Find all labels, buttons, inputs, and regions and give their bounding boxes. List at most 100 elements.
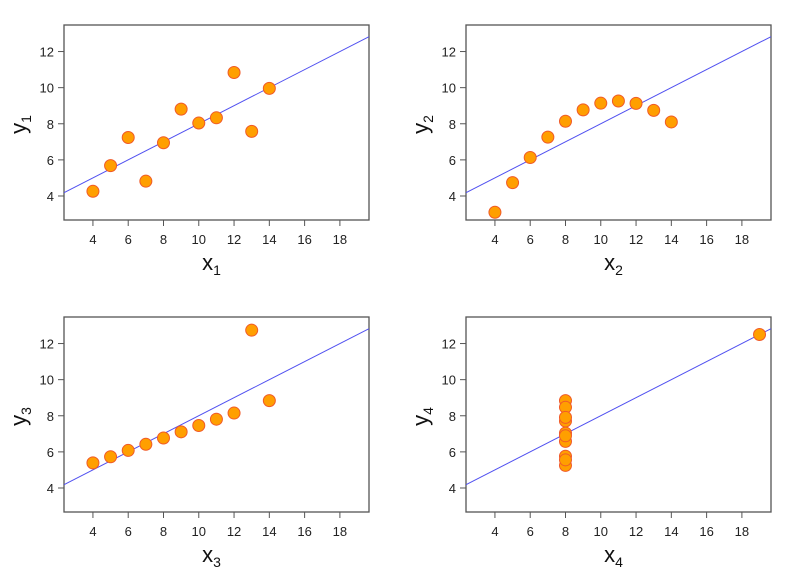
x-axis-label: x1 — [202, 250, 221, 278]
y-tick-label: 6 — [449, 153, 456, 168]
data-point — [558, 114, 572, 128]
y-axis-label: y1 — [6, 115, 34, 134]
y-tick-label: 8 — [47, 117, 54, 132]
y-tick-label: 6 — [47, 445, 54, 460]
x-axis-subscript: 4 — [615, 554, 623, 570]
data-point — [192, 419, 206, 433]
data-point — [192, 116, 206, 130]
plot-frame — [465, 316, 772, 513]
x-tick-label: 18 — [333, 524, 347, 539]
x-axis-label: x4 — [604, 542, 623, 570]
data-point — [139, 174, 153, 188]
x-tick-label: 8 — [160, 232, 167, 247]
data-point — [541, 130, 555, 144]
regression-line — [465, 328, 772, 486]
x-axis-subscript: 1 — [213, 262, 221, 278]
y-tick-label: 8 — [449, 409, 456, 424]
x-tick-label: 10 — [594, 232, 608, 247]
data-point — [121, 130, 135, 144]
x-tick-label: 10 — [192, 524, 206, 539]
data-point — [594, 96, 608, 110]
x-tick-label: 6 — [125, 232, 132, 247]
data-point — [174, 102, 188, 116]
panel-3: 4 6 8 10 12 14 16 18 4 6 8 10 12 x3 y3 — [6, 316, 370, 570]
x-tick-label: 10 — [594, 524, 608, 539]
x-tick-label: 4 — [491, 524, 498, 539]
x-axis-subscript: 3 — [213, 554, 221, 570]
x-tick-label: 16 — [297, 232, 311, 247]
x-tick-label: 8 — [562, 524, 569, 539]
x-tick-label: 12 — [629, 232, 643, 247]
data-point — [227, 406, 241, 420]
y-tick-label: 10 — [40, 81, 54, 96]
y-axis-subscript: 2 — [420, 115, 436, 123]
y-axis-label: y4 — [408, 407, 436, 426]
y-tick-label: 4 — [449, 189, 456, 204]
y-tick-label: 12 — [442, 45, 456, 60]
data-point — [262, 394, 276, 408]
x-tick-label: 14 — [664, 232, 678, 247]
data-point — [209, 412, 223, 426]
y-tick-label: 4 — [47, 481, 54, 496]
x-tick-label: 16 — [297, 524, 311, 539]
x-axis-label: x2 — [604, 250, 623, 278]
data-point — [245, 124, 259, 138]
data-point — [629, 96, 643, 110]
y-tick-label: 4 — [449, 481, 456, 496]
data-point — [86, 184, 100, 198]
y-tick-label: 10 — [442, 373, 456, 388]
y-tick-label: 8 — [449, 117, 456, 132]
regression-line — [465, 36, 772, 194]
x-tick-label: 4 — [89, 232, 96, 247]
y-axis-subscript: 3 — [18, 407, 34, 415]
data-point — [488, 205, 502, 219]
data-point — [647, 103, 661, 117]
x-tick-label: 12 — [629, 524, 643, 539]
y-tick-label: 6 — [449, 445, 456, 460]
x-tick-label: 12 — [227, 524, 241, 539]
x-axis-subscript: 2 — [615, 262, 623, 278]
data-point — [156, 431, 170, 445]
data-point — [209, 111, 223, 125]
data-point — [576, 103, 590, 117]
data-point — [262, 81, 276, 95]
y-tick-label: 8 — [47, 409, 54, 424]
panel-2: 4 6 8 10 12 14 16 18 4 6 8 10 12 x2 y2 — [408, 24, 772, 278]
y-tick-label: 10 — [40, 373, 54, 388]
data-point — [156, 136, 170, 150]
x-tick-label: 8 — [160, 524, 167, 539]
x-tick-label: 6 — [527, 232, 534, 247]
x-tick-label: 14 — [262, 232, 276, 247]
data-point — [245, 323, 259, 337]
x-tick-label: 18 — [735, 524, 749, 539]
x-tick-label: 6 — [527, 524, 534, 539]
data-point — [558, 410, 572, 424]
x-tick-label: 16 — [699, 524, 713, 539]
panel-4: 4 6 8 10 12 14 16 18 4 6 8 10 12 x4 y4 — [408, 316, 772, 570]
y-axis-subscript: 1 — [18, 115, 34, 123]
x-tick-label: 8 — [562, 232, 569, 247]
data-point — [174, 425, 188, 439]
x-tick-label: 18 — [735, 232, 749, 247]
data-point — [558, 429, 572, 443]
x-tick-label: 14 — [664, 524, 678, 539]
x-tick-label: 4 — [89, 524, 96, 539]
y-tick-label: 10 — [442, 81, 456, 96]
y-tick-label: 4 — [47, 189, 54, 204]
y-axis-subscript: 4 — [420, 407, 436, 415]
data-point — [611, 94, 625, 108]
data-point — [104, 450, 118, 464]
x-tick-label: 4 — [491, 232, 498, 247]
x-tick-label: 16 — [699, 232, 713, 247]
y-axis-label: y2 — [408, 115, 436, 134]
data-point — [506, 176, 520, 190]
data-point — [227, 65, 241, 79]
x-tick-label: 6 — [125, 524, 132, 539]
y-tick-label: 12 — [442, 337, 456, 352]
plot-frame — [465, 24, 772, 221]
y-tick-label: 12 — [40, 337, 54, 352]
data-point — [121, 443, 135, 457]
x-tick-label: 18 — [333, 232, 347, 247]
x-tick-label: 12 — [227, 232, 241, 247]
